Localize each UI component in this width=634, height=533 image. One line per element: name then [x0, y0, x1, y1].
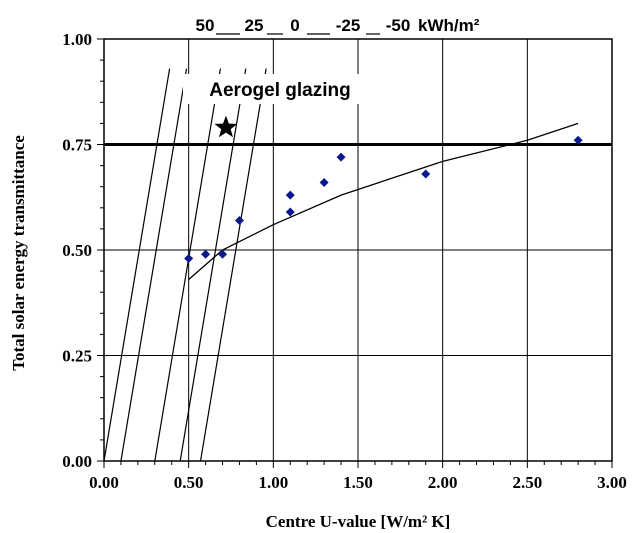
iso-line: [103, 68, 171, 462]
iso-line-label: -25: [336, 16, 361, 35]
iso-line: [154, 68, 222, 462]
data-point: [201, 249, 211, 259]
x-axis-title: Centre U-value [W/m² K]: [266, 512, 451, 531]
iso-line: [120, 68, 188, 462]
data-point: [421, 169, 431, 179]
highlight-label: Aerogel glazing: [209, 80, 350, 101]
highlight-label-background: [183, 74, 366, 104]
star-marker: [214, 115, 238, 138]
data-point: [336, 152, 346, 162]
y-tick-label: 0.25: [62, 347, 92, 366]
y-tick-label: 1.00: [62, 30, 92, 49]
data-point: [319, 177, 329, 187]
y-axis-ticks: 0.00 0.25 0.50 0.75 1.00: [62, 30, 104, 471]
iso-line: [199, 68, 267, 462]
data-point: [234, 215, 244, 225]
x-tick-label: 0.50: [174, 473, 204, 492]
iso-line-label: -50: [386, 16, 411, 35]
x-tick-label: 1.50: [343, 473, 373, 492]
x-tick-label: 3.00: [597, 473, 627, 492]
data-point: [573, 135, 583, 145]
y-tick-label: 0.75: [62, 136, 92, 155]
x-tick-label: 2.00: [428, 473, 458, 492]
x-tick-label: 0.00: [89, 473, 119, 492]
iso-line-labels: 50 25 0 -25 -50 kWh/m²: [196, 16, 480, 35]
iso-line-label: 50: [196, 16, 215, 35]
highlight-group: Aerogel glazing: [183, 74, 366, 138]
iso-lines: [103, 68, 267, 462]
iso-line: [179, 68, 247, 462]
iso-line-label: 0: [290, 16, 299, 35]
iso-line-label: 25: [245, 16, 264, 35]
iso-unit-label: kWh/m²: [418, 16, 480, 35]
x-tick-label: 1.00: [258, 473, 288, 492]
y-tick-label: 0.50: [62, 241, 92, 260]
y-axis-title: Total solar energy transmittance: [9, 135, 28, 371]
data-points: [184, 135, 583, 263]
y-tick-label: 0.00: [62, 452, 92, 471]
data-point: [285, 190, 295, 200]
data-point: [184, 253, 194, 263]
data-point: [285, 207, 295, 217]
x-tick-label: 2.50: [512, 473, 542, 492]
data-point: [218, 249, 228, 259]
x-axis-ticks: 0.00 0.50 1.00 1.50 2.00 2.50 3.00: [89, 461, 627, 492]
